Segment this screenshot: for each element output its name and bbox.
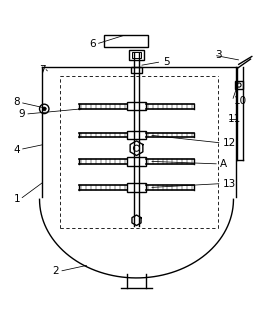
Polygon shape [130,141,143,156]
Circle shape [40,104,49,114]
Text: 13: 13 [223,179,236,188]
Text: 11: 11 [228,114,242,124]
Text: 1: 1 [13,194,20,204]
Text: 8: 8 [13,97,20,107]
Text: 9: 9 [19,109,25,119]
Text: 10: 10 [233,96,247,106]
Text: 2: 2 [53,266,59,276]
Bar [235,81,243,89]
Bar [127,102,146,110]
Circle shape [42,107,46,111]
Bar [130,67,143,73]
Text: 3: 3 [215,50,222,60]
Text: 4: 4 [13,145,20,155]
Text: 6: 6 [89,39,96,49]
Text: 12: 12 [223,138,236,148]
Text: A: A [220,159,227,169]
Bar [127,183,146,192]
Bar [127,131,146,139]
Bar [127,157,146,165]
Bar [132,52,141,59]
Bar [129,50,144,60]
Text: 5: 5 [163,57,169,67]
Circle shape [133,145,140,151]
Text: 7: 7 [40,65,46,75]
Bar [104,35,148,47]
Polygon shape [132,215,141,226]
Circle shape [237,83,241,87]
